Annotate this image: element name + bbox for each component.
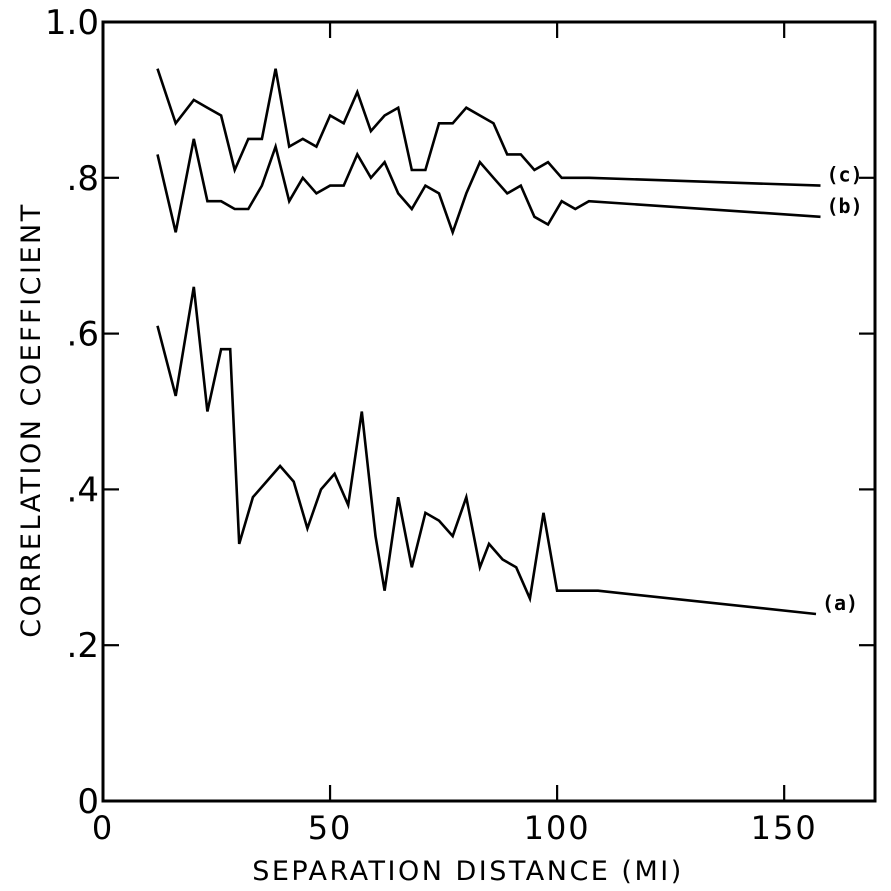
x-axis-label: SEPARATION DISTANCE (MI) (252, 856, 684, 887)
y-tick-label: 1.0 (45, 3, 99, 43)
series-lines (156, 68, 821, 616)
series-labels: (a) (b) (c) (822, 163, 863, 615)
y-tick-label: .2 (67, 626, 99, 666)
y-tick-labels: 0 .2 .4 .6 .8 1.0 (45, 3, 99, 822)
x-tick-label: 50 (308, 809, 353, 847)
x-tick-labels: 0 50 100 150 (92, 809, 818, 847)
x-tick-label: 100 (524, 809, 591, 847)
series-line-0 (156, 286, 817, 616)
y-axis-label: CORRELATION COEFFICIENT (16, 202, 47, 637)
y-tick-label: .8 (67, 159, 99, 199)
series-label-2: (c) (827, 163, 863, 187)
y-tick-label: 0 (77, 782, 99, 822)
series-line-1 (156, 138, 821, 237)
x-tick-label: 150 (751, 809, 818, 847)
y-tick-label: .6 (67, 315, 99, 355)
series-label-0: (a) (822, 591, 858, 615)
series-line-2 (156, 68, 821, 187)
axis-ticks (103, 22, 875, 801)
x-tick-label: 0 (92, 809, 114, 847)
plot-frame (101, 20, 877, 803)
y-tick-label: .4 (67, 470, 99, 510)
series-label-1: (b) (827, 194, 863, 218)
